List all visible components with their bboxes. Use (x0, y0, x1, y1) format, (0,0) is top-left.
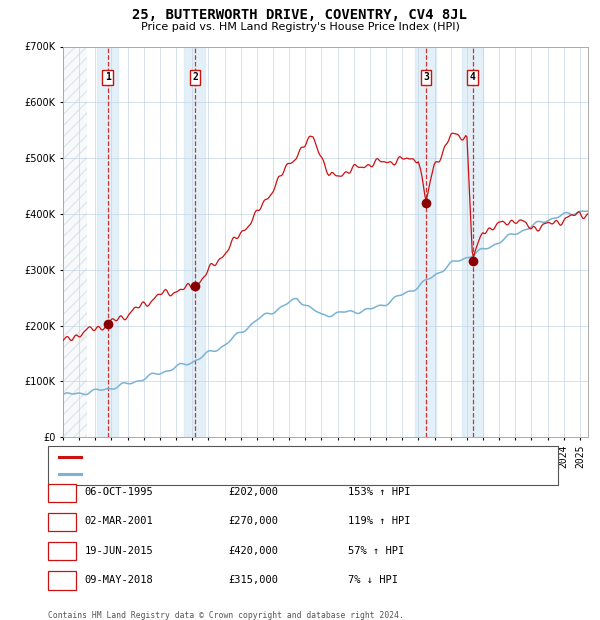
Bar (184, 46, 205, 437)
Text: 119% ↑ HPI: 119% ↑ HPI (348, 516, 410, 526)
Text: Price paid vs. HM Land Registry's House Price Index (HPI): Price paid vs. HM Land Registry's House … (140, 22, 460, 32)
Bar (63, 46, 87, 437)
Text: 7% ↓ HPI: 7% ↓ HPI (348, 575, 398, 585)
Text: 2: 2 (59, 516, 65, 526)
Text: £315,000: £315,000 (228, 575, 278, 585)
Text: 25, BUTTERWORTH DRIVE, COVENTRY, CV4 8JL: 25, BUTTERWORTH DRIVE, COVENTRY, CV4 8JL (133, 8, 467, 22)
Text: 4: 4 (59, 575, 65, 585)
Text: 2: 2 (192, 72, 198, 82)
Text: 4: 4 (470, 72, 476, 82)
Text: 02-MAR-2001: 02-MAR-2001 (85, 516, 154, 526)
Text: £420,000: £420,000 (228, 546, 278, 556)
Text: Contains HM Land Registry data © Crown copyright and database right 2024.: Contains HM Land Registry data © Crown c… (48, 611, 404, 620)
Text: £202,000: £202,000 (228, 487, 278, 497)
Text: 06-OCT-1995: 06-OCT-1995 (85, 487, 154, 497)
Bar (462, 46, 483, 437)
Bar (63, 46, 87, 437)
Text: 1: 1 (59, 487, 65, 497)
Text: 19-JUN-2015: 19-JUN-2015 (85, 546, 154, 556)
Text: 25, BUTTERWORTH DRIVE, COVENTRY, CV4 8JL (detached house): 25, BUTTERWORTH DRIVE, COVENTRY, CV4 8JL… (86, 453, 413, 462)
Text: 57% ↑ HPI: 57% ↑ HPI (348, 546, 404, 556)
Text: 153% ↑ HPI: 153% ↑ HPI (348, 487, 410, 497)
Text: 1: 1 (105, 72, 110, 82)
Bar (415, 46, 436, 437)
Text: 3: 3 (423, 72, 429, 82)
Text: 3: 3 (59, 546, 65, 556)
Text: £270,000: £270,000 (228, 516, 278, 526)
Text: HPI: Average price, detached house, Coventry: HPI: Average price, detached house, Cove… (86, 469, 339, 479)
Text: 09-MAY-2018: 09-MAY-2018 (85, 575, 154, 585)
Bar (97, 46, 118, 437)
